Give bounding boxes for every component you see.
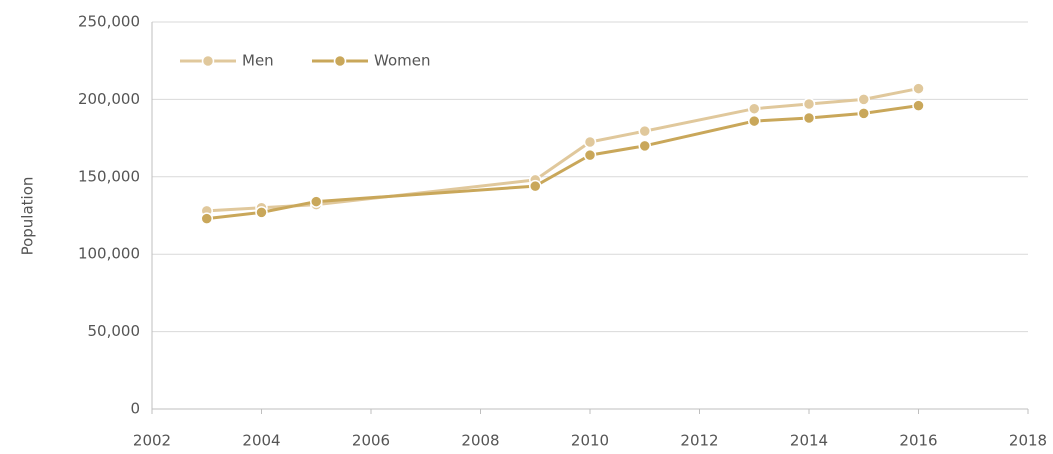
legend-label: Men: [242, 52, 274, 70]
legend-label: Women: [374, 52, 430, 70]
point: [802, 111, 816, 125]
y-tick-label: 50,000: [88, 322, 141, 340]
point: [638, 139, 651, 153]
y-tick-label: 0: [130, 400, 140, 418]
legend-marker: [333, 54, 347, 68]
y-tick-label: 150,000: [78, 167, 140, 185]
point: [912, 82, 925, 95]
point: [857, 93, 870, 106]
point: [529, 179, 542, 193]
x-tick-label: 2010: [571, 432, 609, 450]
point: [857, 107, 870, 120]
point: [638, 124, 651, 138]
point: [583, 135, 597, 149]
point: [748, 102, 761, 115]
x-tick-label: 2016: [899, 432, 937, 450]
x-tick-label: 2002: [133, 432, 171, 450]
point: [748, 114, 761, 128]
y-axis-label: Population: [19, 177, 37, 256]
x-tick-label: 2008: [461, 432, 499, 450]
legend-marker: [201, 54, 215, 68]
point: [802, 97, 816, 111]
point: [200, 212, 213, 225]
x-tick-label: 2004: [242, 432, 280, 450]
point: [310, 195, 323, 208]
x-tick-label: 2018: [1009, 432, 1047, 450]
point: [255, 206, 268, 219]
point: [912, 99, 925, 112]
x-tick-label: 2012: [680, 432, 718, 450]
x-tick-label: 2006: [352, 432, 390, 450]
x-tick-label: 2014: [790, 432, 828, 450]
point: [583, 148, 597, 162]
line: [206, 104, 919, 221]
y-tick-label: 200,000: [78, 90, 140, 108]
y-tick-label: 250,000: [78, 13, 140, 31]
y-tick-label: 100,000: [78, 245, 140, 263]
